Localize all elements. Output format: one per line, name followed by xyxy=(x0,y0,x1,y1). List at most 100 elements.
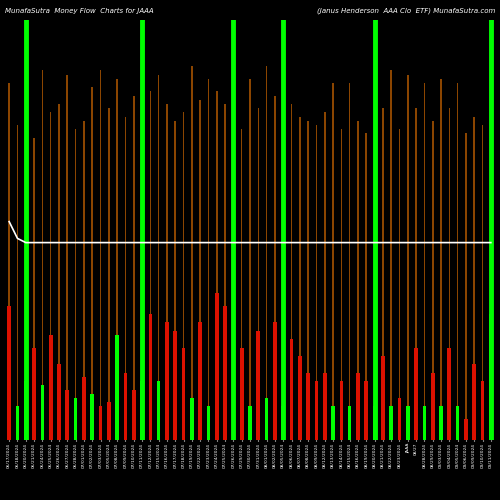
Bar xyxy=(357,121,359,440)
Bar xyxy=(448,108,450,440)
Bar xyxy=(398,129,400,440)
Bar xyxy=(332,83,334,440)
Bar xyxy=(464,419,468,440)
Bar xyxy=(16,406,20,440)
Bar xyxy=(24,381,28,440)
Bar xyxy=(374,92,376,440)
Bar xyxy=(241,129,242,440)
Bar xyxy=(74,398,78,440)
Bar xyxy=(431,373,434,440)
Bar xyxy=(306,373,310,440)
Bar xyxy=(299,116,300,440)
Bar xyxy=(8,83,10,440)
Bar xyxy=(273,322,276,440)
Bar xyxy=(165,322,169,440)
Bar xyxy=(66,390,69,440)
Bar xyxy=(448,348,451,440)
Bar xyxy=(90,394,94,440)
Bar xyxy=(490,41,492,440)
Bar xyxy=(174,331,177,440)
Bar xyxy=(324,112,326,440)
Bar xyxy=(182,348,186,440)
Bar xyxy=(456,406,460,440)
Bar xyxy=(40,386,44,440)
Bar xyxy=(107,402,110,440)
Bar xyxy=(290,104,292,440)
Bar xyxy=(348,406,352,440)
Bar xyxy=(57,364,61,440)
Bar xyxy=(248,406,252,440)
Bar xyxy=(480,381,484,440)
Bar xyxy=(183,112,184,440)
Bar xyxy=(381,356,384,440)
Bar xyxy=(83,121,84,440)
Bar xyxy=(266,66,268,440)
Bar xyxy=(216,92,218,440)
Bar xyxy=(407,74,408,440)
Bar xyxy=(424,83,425,440)
Bar xyxy=(364,381,368,440)
Bar xyxy=(190,398,194,440)
Bar xyxy=(108,108,110,440)
Bar xyxy=(166,104,168,440)
Bar xyxy=(258,108,259,440)
Bar xyxy=(206,406,210,440)
Bar xyxy=(472,364,476,440)
Bar xyxy=(340,381,343,440)
Bar xyxy=(50,112,51,440)
Bar xyxy=(34,138,35,440)
Bar xyxy=(32,348,36,440)
Bar xyxy=(265,398,268,440)
Bar xyxy=(157,381,160,440)
Bar xyxy=(390,406,393,440)
Bar xyxy=(100,70,102,440)
Bar xyxy=(208,79,210,440)
Bar xyxy=(132,390,136,440)
Bar xyxy=(432,121,434,440)
Bar xyxy=(323,373,326,440)
Bar xyxy=(298,356,302,440)
Bar xyxy=(215,293,218,440)
Text: MunafaSutra  Money Flow  Charts for JAAA: MunafaSutra Money Flow Charts for JAAA xyxy=(5,8,154,14)
Bar xyxy=(141,62,143,440)
Bar xyxy=(25,83,26,440)
Bar xyxy=(224,306,227,440)
Bar xyxy=(116,335,119,440)
Bar xyxy=(42,70,43,440)
Bar xyxy=(249,79,251,440)
Bar xyxy=(372,406,376,440)
Bar xyxy=(124,373,128,440)
Bar xyxy=(489,314,492,440)
Bar xyxy=(482,125,484,440)
Bar xyxy=(316,125,317,440)
Bar xyxy=(282,406,285,440)
Bar xyxy=(274,96,276,440)
Bar xyxy=(457,83,458,440)
Bar xyxy=(49,335,52,440)
Bar xyxy=(75,129,76,440)
Bar xyxy=(290,339,294,440)
Bar xyxy=(356,373,360,440)
Bar xyxy=(282,62,284,440)
Bar xyxy=(66,74,68,440)
Bar xyxy=(422,406,426,440)
Bar xyxy=(158,74,160,440)
Bar xyxy=(98,406,102,440)
Bar xyxy=(232,410,235,440)
Bar xyxy=(191,66,192,440)
Bar xyxy=(314,381,318,440)
Bar xyxy=(440,79,442,440)
Bar xyxy=(150,92,151,440)
Bar xyxy=(232,70,234,440)
Bar xyxy=(390,70,392,440)
Bar xyxy=(174,121,176,440)
Text: (Janus Henderson  AAA Clo  ETF) MunafaSutra.com: (Janus Henderson AAA Clo ETF) MunafaSutr… xyxy=(316,8,495,14)
Bar xyxy=(16,125,18,440)
Bar xyxy=(382,108,384,440)
Bar xyxy=(406,406,409,440)
Bar xyxy=(200,100,201,440)
Bar xyxy=(256,331,260,440)
Bar xyxy=(140,381,144,440)
Bar xyxy=(92,87,93,440)
Bar xyxy=(148,314,152,440)
